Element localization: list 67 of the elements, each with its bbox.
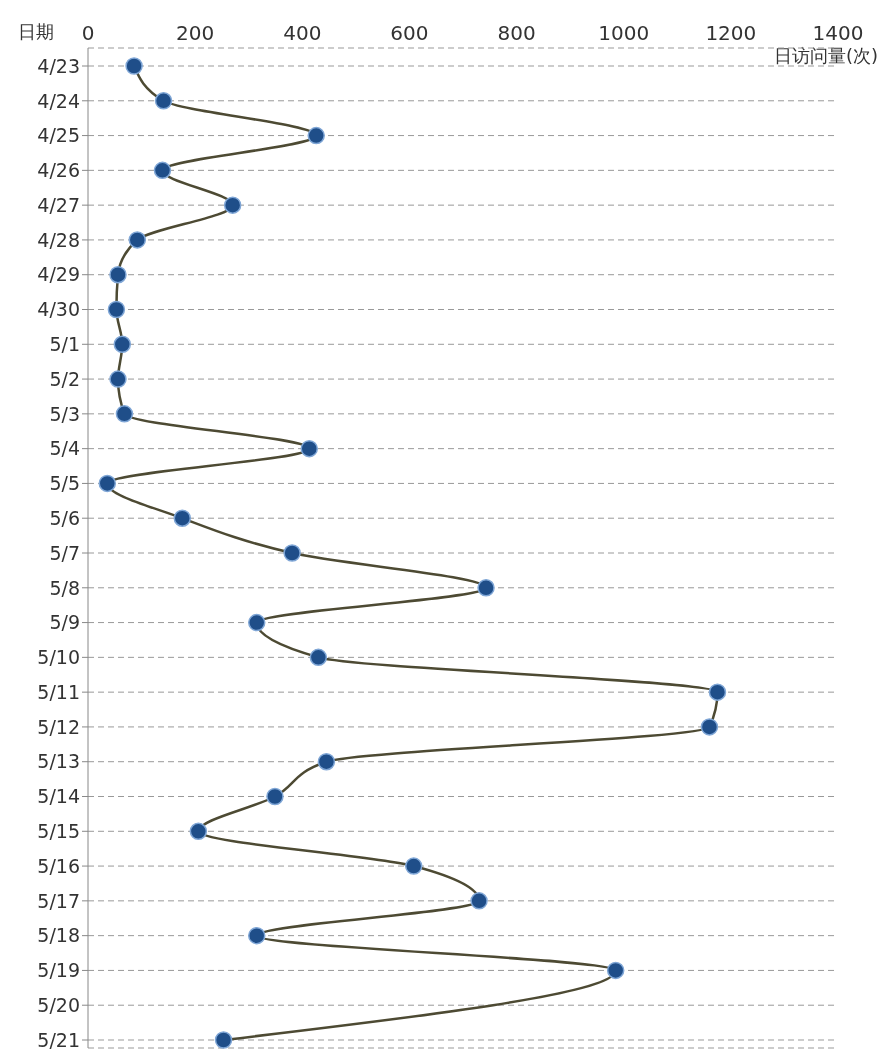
point bbox=[173, 509, 192, 527]
y-tick-label: 5/11 bbox=[37, 680, 80, 703]
point bbox=[223, 196, 242, 214]
point bbox=[266, 787, 284, 806]
y-tick-label: 4/29 bbox=[37, 263, 80, 286]
point bbox=[248, 926, 266, 945]
x-axis-title: 日访问量(次) bbox=[773, 44, 878, 68]
y-tick-label: 5/21 bbox=[37, 1028, 80, 1051]
x-tick-label: 1200 bbox=[705, 21, 757, 45]
point bbox=[309, 648, 328, 667]
y-tick-label: 4/26 bbox=[37, 159, 80, 182]
point bbox=[153, 161, 172, 180]
point bbox=[109, 265, 127, 284]
y-tick-label: 4/28 bbox=[37, 228, 80, 251]
point bbox=[154, 92, 173, 110]
y-tick-label: 5/13 bbox=[37, 750, 80, 773]
x-tick-label: 400 bbox=[283, 21, 322, 45]
y-tick-label: 4/23 bbox=[37, 54, 80, 77]
point bbox=[300, 439, 318, 458]
y-tick-label: 4/27 bbox=[37, 193, 80, 216]
y-tick-label: 5/1 bbox=[49, 333, 80, 356]
point bbox=[708, 683, 727, 701]
point bbox=[606, 961, 625, 980]
x-tick-label: 0 bbox=[81, 21, 95, 45]
point bbox=[98, 474, 117, 493]
point bbox=[115, 405, 134, 423]
y-tick-label: 5/2 bbox=[49, 367, 80, 390]
y-tick-label: 4/30 bbox=[37, 298, 80, 321]
point bbox=[700, 718, 719, 736]
point bbox=[248, 613, 266, 632]
point bbox=[307, 126, 325, 145]
y-tick-label: 5/8 bbox=[49, 576, 80, 599]
y-axis-title: 日期 bbox=[18, 20, 54, 44]
point bbox=[404, 857, 423, 875]
point bbox=[477, 579, 495, 597]
y-tick-label: 5/10 bbox=[37, 646, 80, 669]
point bbox=[283, 544, 301, 562]
point bbox=[214, 1031, 233, 1049]
point bbox=[113, 335, 132, 354]
point bbox=[125, 57, 143, 75]
y-tick-label: 5/20 bbox=[37, 993, 80, 1016]
x-tick-label: 800 bbox=[497, 21, 536, 45]
point bbox=[470, 892, 488, 910]
y-tick-label: 5/15 bbox=[37, 820, 80, 843]
y-tick-label: 4/25 bbox=[37, 124, 80, 147]
x-tick-label: 200 bbox=[176, 21, 215, 45]
y-tick-label: 5/7 bbox=[49, 541, 80, 564]
point bbox=[128, 231, 147, 249]
y-tick-label: 5/14 bbox=[37, 785, 80, 808]
point bbox=[189, 822, 208, 841]
y-tick-label: 4/24 bbox=[37, 89, 80, 112]
y-tick-label: 5/3 bbox=[49, 402, 80, 425]
x-tick-label: 1000 bbox=[598, 21, 650, 45]
y-tick-label: 5/19 bbox=[37, 959, 80, 982]
y-tick-label: 5/5 bbox=[49, 472, 80, 495]
y-tick-label: 5/16 bbox=[37, 854, 80, 877]
point bbox=[107, 300, 126, 319]
y-tick-label: 5/17 bbox=[37, 889, 80, 912]
y-tick-label: 5/9 bbox=[49, 611, 80, 634]
point bbox=[109, 370, 127, 388]
y-tick-label: 5/18 bbox=[37, 924, 80, 947]
x-tick-label: 600 bbox=[390, 21, 429, 45]
y-tick-label: 5/12 bbox=[37, 715, 80, 738]
y-tick-label: 5/4 bbox=[49, 437, 80, 460]
point bbox=[317, 752, 336, 771]
x-tick-label: 1400 bbox=[812, 21, 864, 45]
y-tick-label: 5/6 bbox=[49, 506, 80, 529]
